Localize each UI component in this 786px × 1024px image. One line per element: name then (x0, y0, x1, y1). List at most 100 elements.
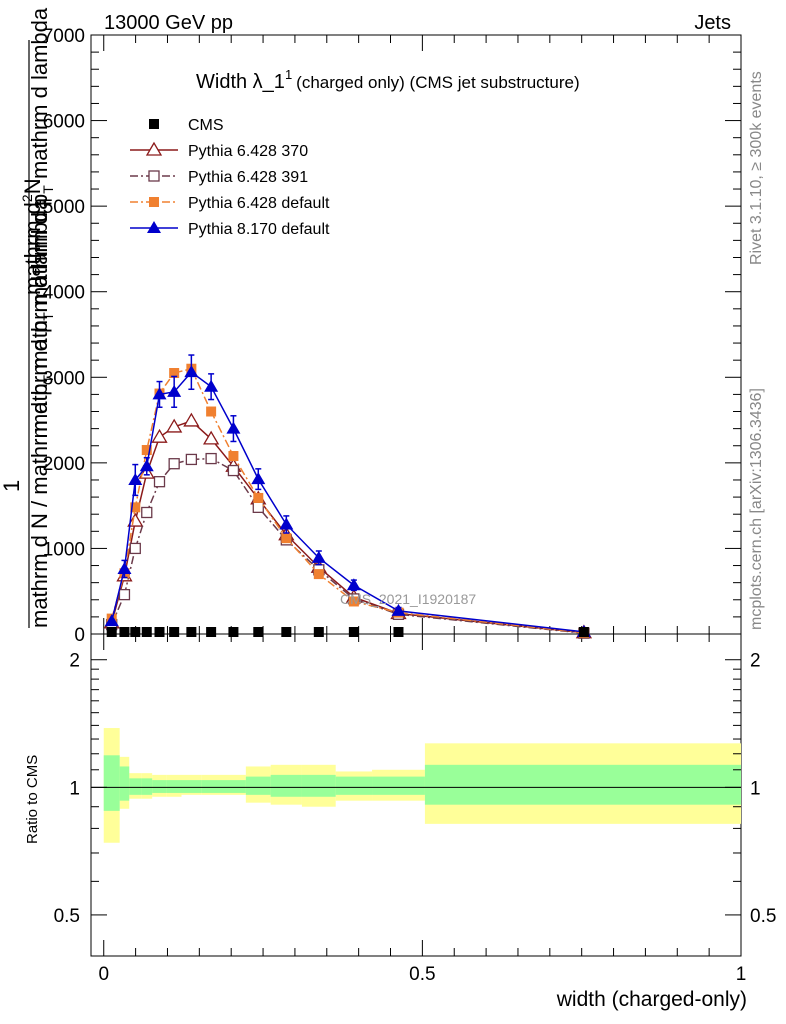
y-tick-label: 0 (74, 625, 85, 646)
plot-title-main: Width λ_1 (196, 71, 285, 93)
x-tick-label: 1 (736, 964, 747, 985)
ratio-tick-label: 0.5 (750, 906, 776, 927)
ylabel-overlay-2: mathrm d pT (27, 312, 56, 432)
ratio-tick-label: 2 (750, 651, 761, 672)
series-pythia-6-428-391 (106, 452, 590, 639)
ratio-band-inner (270, 774, 302, 797)
legend-marker (148, 170, 160, 182)
data-point (206, 406, 217, 417)
y-tick-label: 2000 (43, 454, 85, 475)
legend-marker (149, 119, 159, 129)
y-tick-label: 3000 (43, 368, 85, 389)
ratio-tick-label: 0.5 (54, 906, 80, 927)
ratio-band-inner (301, 774, 336, 797)
main-y-axis: 0 1000 2000 3000 4000 5000 6000 7000 (43, 26, 741, 646)
y-tick-label: 6000 (43, 112, 85, 133)
data-point (169, 368, 180, 379)
data-point (152, 387, 167, 400)
data-point (168, 458, 180, 470)
data-point (130, 502, 141, 513)
legend-label: Pythia 8.170 default (188, 221, 330, 238)
x-axis-label: width (charged-only) (556, 988, 747, 1011)
data-point (252, 501, 264, 514)
data-point (251, 472, 266, 485)
header-right: Jets (694, 12, 731, 34)
ylabel-overlay-1: mathrm d pT mathrm d lambda (27, 7, 56, 305)
ratio-band-inner (152, 780, 167, 793)
data-point (226, 421, 241, 434)
ratio-band-inner (201, 780, 221, 793)
data-point (169, 627, 180, 637)
y-tick-label: 5000 (43, 197, 85, 218)
data-point (391, 603, 406, 616)
data-point (348, 596, 359, 607)
ratio-x-axis: 0 0.5 1 (98, 634, 746, 985)
ratio-band-inner (372, 776, 425, 795)
legend-marker (149, 197, 159, 207)
ratio-band-inner (103, 755, 120, 811)
x-tick-label: 0 (98, 964, 109, 985)
data-point (206, 627, 217, 637)
series-layer (103, 354, 593, 639)
data-point (117, 561, 132, 574)
data-point (253, 492, 264, 503)
y-tick-label: 4000 (43, 283, 85, 304)
data-point (167, 384, 182, 397)
data-point (104, 614, 119, 627)
y-tick-label: 1000 (43, 539, 85, 560)
data-point (227, 464, 240, 477)
data-point (228, 627, 239, 637)
legend-label: Pythia 6.428 370 (188, 143, 308, 160)
data-point (202, 430, 220, 445)
data-point (311, 550, 326, 563)
data-point (141, 506, 153, 519)
data-point (393, 627, 404, 637)
data-point (119, 627, 130, 637)
data-point (205, 452, 217, 465)
series-pythia-8-170-default (104, 354, 591, 637)
data-point (166, 418, 183, 433)
data-point (281, 533, 292, 544)
ratio-band-inner (245, 776, 271, 795)
x-tick-label: 0.5 (409, 964, 435, 985)
main-y-axis-label: 1 mathrm d2N mathrm d N / mathrm d pT ma… (0, 7, 56, 628)
ratio-tick-label: 1 (750, 778, 761, 799)
data-point (348, 627, 359, 637)
ratio-tick-label: 2 (69, 651, 80, 672)
legend-label: CMS (188, 117, 224, 134)
data-point (183, 412, 200, 427)
data-point (253, 627, 264, 637)
legend-marker (145, 141, 163, 156)
series-cms (106, 627, 589, 637)
legend: CMS Pythia 6.428 370 Pythia 6.428 391 Pythi… (130, 117, 330, 238)
legend-marker (147, 221, 161, 233)
data-point (204, 379, 219, 392)
mcplots-label: mcplots.cern.ch [arXiv:1306.3436] (748, 388, 765, 630)
data-point (139, 459, 154, 472)
ratio-y-axis-label: Ratio to CMS (24, 755, 41, 844)
data-point (118, 588, 131, 601)
ratio-band-inner (119, 766, 130, 801)
data-point (228, 451, 239, 462)
data-point (184, 365, 199, 378)
ylabel-numerator-1: 1 (0, 480, 24, 492)
data-point (129, 542, 141, 555)
ratio-band-inner (166, 780, 182, 793)
data-point (186, 627, 197, 637)
ratio-band-inner (141, 778, 153, 795)
data-point (141, 627, 152, 637)
plot-title-sup: 1 (285, 67, 292, 82)
data-point (141, 445, 152, 456)
ratio-bands (103, 728, 741, 843)
plot-title: Width λ_11 (charged only) (CMS jet substr… (196, 67, 580, 93)
data-point (151, 428, 168, 443)
plot-title-sub: (charged only) (CMS jet substructure) (296, 73, 579, 92)
data-point (281, 627, 292, 637)
legend-label: Pythia 6.428 default (188, 195, 330, 212)
data-point (313, 569, 324, 580)
watermark: CMS_2021_I1920187 (340, 591, 476, 607)
data-point (130, 627, 141, 637)
ratio-tick-label: 1 (69, 778, 80, 799)
rivet-version-label: Rivet 3.1.10, ≥ 300k events (748, 71, 765, 265)
